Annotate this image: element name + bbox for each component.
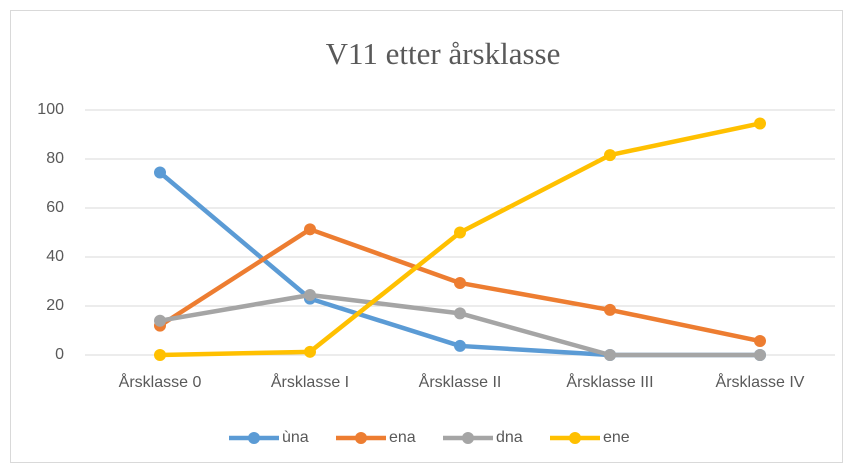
data-point [304,223,316,236]
y-tick-label: 80 [46,150,64,167]
y-tick-label: 40 [46,248,64,265]
legend-label: ena [389,429,416,446]
chart-frame [10,10,843,463]
legend-label: ùna [282,429,309,446]
legend-marker [462,432,474,444]
legend-marker [355,432,367,444]
x-tick-label: Årsklasse IV [716,372,805,391]
legend-marker [569,432,581,444]
data-point [604,349,616,361]
x-tick-label: Årsklasse I [271,372,349,391]
data-point [154,349,166,361]
y-tick-label: 100 [37,101,64,118]
data-point [154,314,166,327]
legend-label: dna [496,429,523,446]
data-point [754,117,766,130]
data-point [754,335,766,348]
data-point [304,288,316,301]
data-point [304,345,316,358]
data-point [454,226,466,239]
y-tick-label: 20 [46,297,64,314]
data-point [604,149,616,162]
data-point [454,339,466,352]
x-tick-label: Årsklasse 0 [119,372,202,391]
data-point [454,276,466,289]
chart-title: V11 etter årsklasse [326,36,561,71]
x-tick-label: Årsklasse III [566,372,653,391]
data-point [154,166,166,179]
y-tick-label: 0 [55,346,64,363]
data-point [604,303,616,316]
data-point [454,307,466,320]
data-point [754,349,766,361]
legend-label: ene [603,429,630,446]
x-tick-label: Årsklasse II [419,372,502,391]
y-tick-label: 60 [46,199,64,216]
legend-marker [248,432,260,444]
